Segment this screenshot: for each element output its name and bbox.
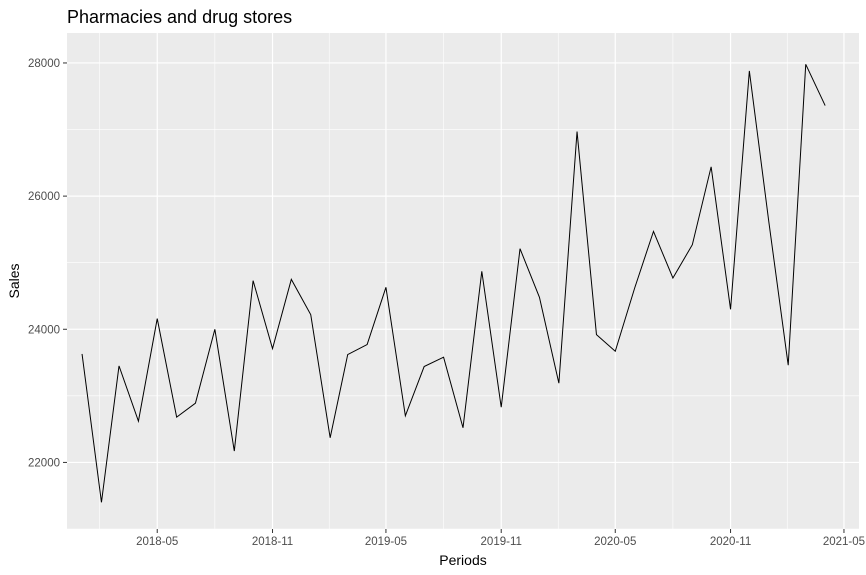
- chart-title: Pharmacies and drug stores: [67, 7, 292, 27]
- x-tick-label: 2018-05: [136, 536, 178, 548]
- series-line: [81, 64, 826, 503]
- y-tick-label: 28000: [28, 58, 60, 70]
- series-layer: [81, 64, 826, 503]
- y-axis-title: Sales: [6, 263, 22, 298]
- y-tick-label: 24000: [28, 324, 60, 336]
- x-axis-title: Periods: [439, 552, 486, 568]
- plot-panel: [67, 33, 859, 529]
- grid-lines: [67, 33, 859, 530]
- x-tick-label: 2021-05: [823, 536, 865, 548]
- x-tick-label: 2019-05: [365, 536, 407, 548]
- axes: 22000 24000 26000 28000 2018-05 2018-11 2019-0…: [28, 58, 865, 548]
- x-tick-label: 2020-05: [594, 536, 636, 548]
- x-tick-label: 2018-11: [252, 536, 293, 548]
- x-tick-label: 2020-11: [710, 536, 751, 548]
- y-tick-label: 22000: [28, 457, 60, 469]
- x-tick-label: 2019-11: [481, 536, 522, 548]
- y-tick-label: 26000: [28, 191, 60, 203]
